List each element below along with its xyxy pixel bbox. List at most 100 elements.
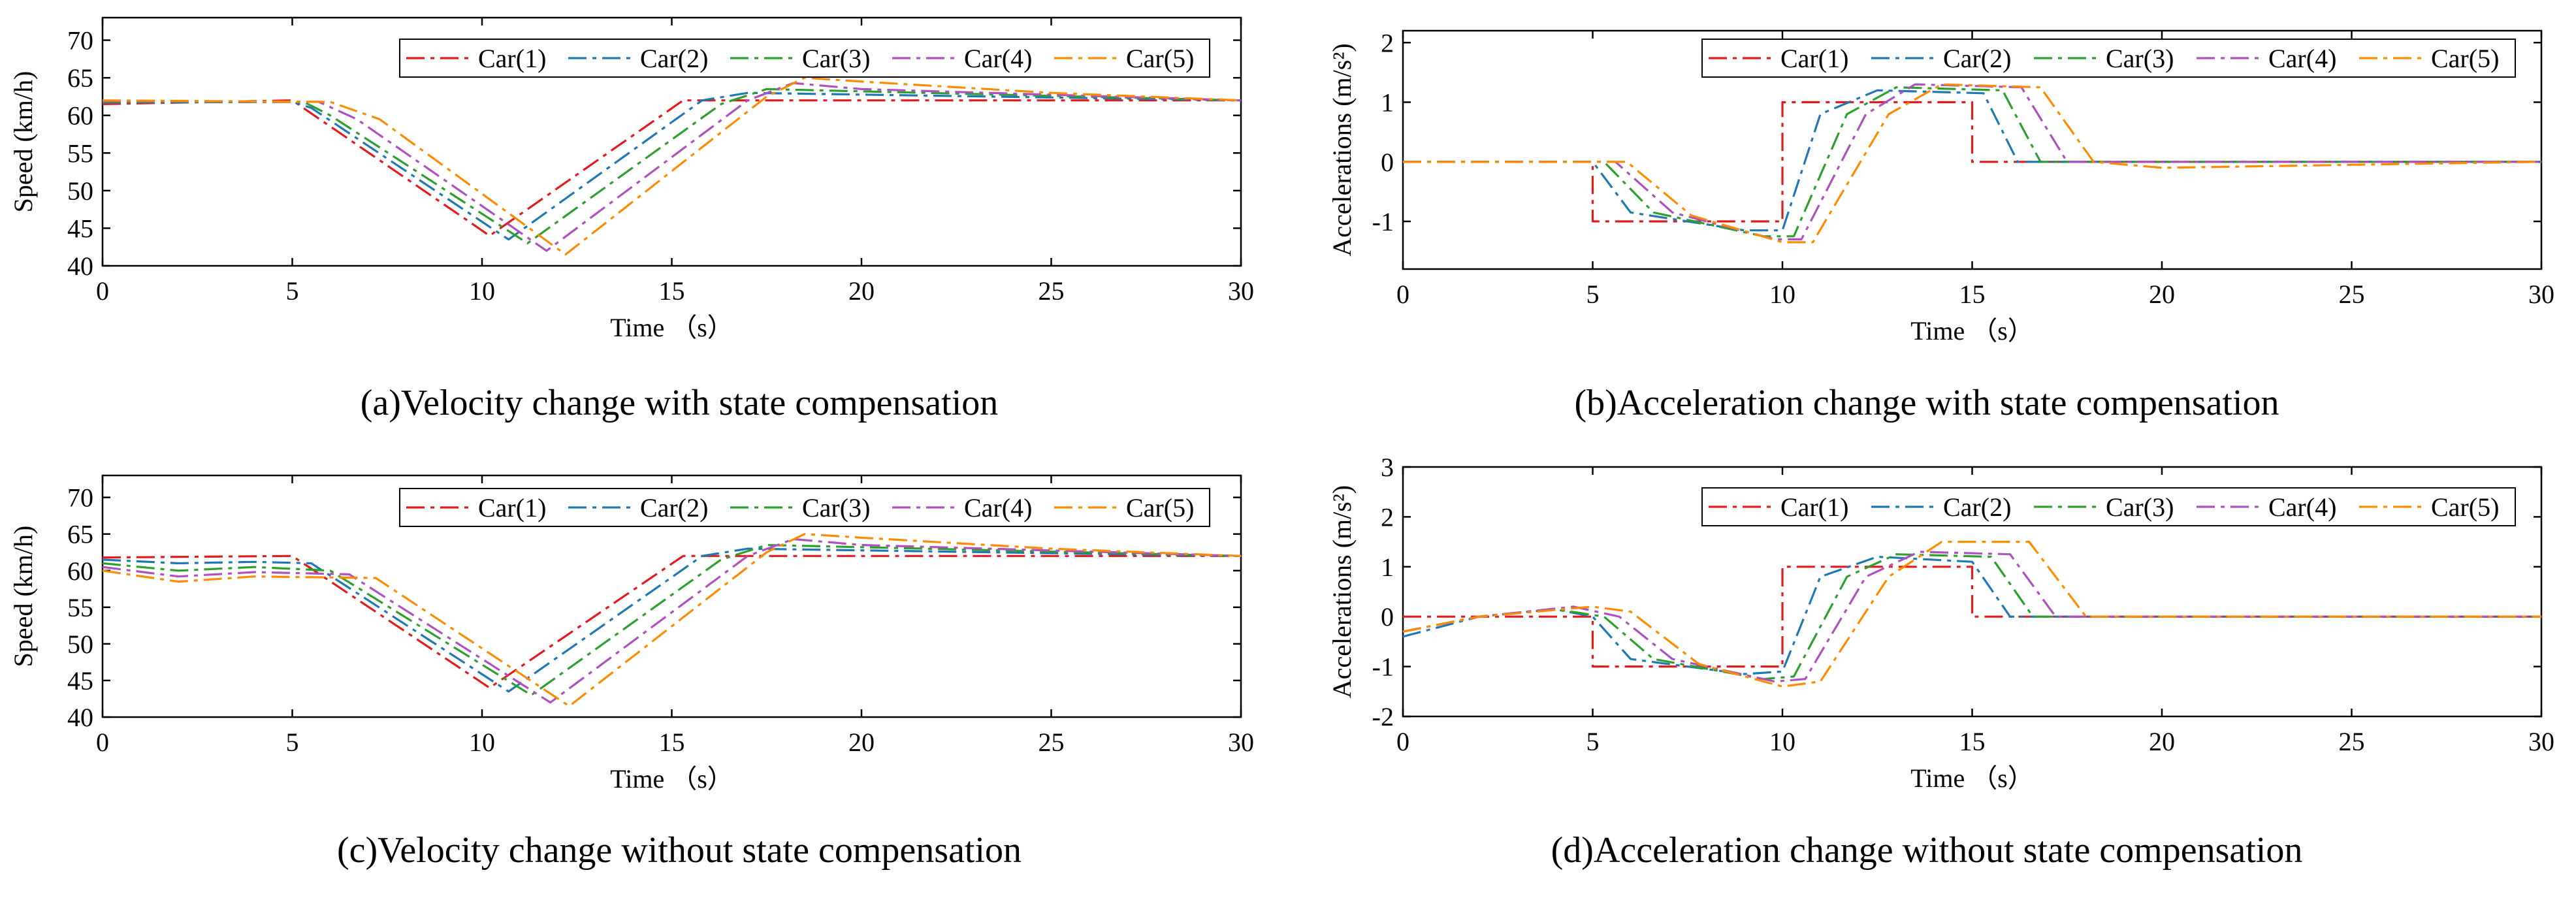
x-tick-label: 10 <box>469 276 495 306</box>
x-tick-label: 30 <box>1228 276 1254 306</box>
legend: Car(1) Car(2) Car(3) Car(4) Car(5) <box>1701 487 2516 526</box>
legend-box <box>399 39 1210 78</box>
y-tick-label: 2 <box>1381 28 1394 57</box>
x-tick-label: 15 <box>659 276 685 306</box>
x-tick-label: 15 <box>659 728 685 757</box>
x-tick-label: 30 <box>1228 728 1254 757</box>
series-line-car-1 <box>103 99 1241 237</box>
series-line-car-2 <box>103 91 1241 241</box>
x-tick-label: 25 <box>2339 727 2365 756</box>
y-tick-label: 40 <box>67 251 93 281</box>
x-tick-label: 0 <box>1396 727 1409 756</box>
y-tick-label: 40 <box>67 703 93 732</box>
legend-label-car-5: Car(5) <box>1126 44 1194 73</box>
x-tick-label: 20 <box>2149 727 2175 756</box>
series-line-car-2 <box>103 547 1241 693</box>
x-axis-label: Time （s） <box>610 313 733 342</box>
legend-label-car-5: Car(5) <box>1126 493 1194 522</box>
legend-label-car-2: Car(2) <box>1943 44 2011 73</box>
x-tick-label: 5 <box>286 276 299 306</box>
y-tick-label: -1 <box>1372 652 1394 682</box>
x-tick-label: 15 <box>1959 280 1986 309</box>
y-tick-label: 45 <box>67 666 93 696</box>
panel-caption: (c)Velocity change without state compens… <box>337 830 1022 871</box>
x-tick-label: 0 <box>96 276 109 306</box>
x-tick-label: 25 <box>1038 728 1065 757</box>
y-tick-label: 45 <box>67 214 93 243</box>
y-tick-label: 0 <box>1381 148 1394 177</box>
y-axis-label: Accelerations (m/s²) <box>1327 485 1357 698</box>
series-line-car-4 <box>1403 551 2541 683</box>
legend-label-car-5: Car(5) <box>2431 44 2499 73</box>
y-axis-label: Accelerations (m/s²) <box>1327 43 1357 256</box>
legend-label-car-1: Car(1) <box>1780 44 1848 73</box>
y-tick-label: 65 <box>67 520 93 549</box>
panel-caption: (b)Acceleration change with state compen… <box>1574 383 2279 423</box>
x-tick-label: 5 <box>1586 280 1600 309</box>
series-line-car-4 <box>103 537 1241 704</box>
series-line-car-5 <box>1403 83 2541 244</box>
x-tick-label: 20 <box>848 276 875 306</box>
y-tick-label: 65 <box>67 63 93 93</box>
legend-label-car-2: Car(2) <box>640 493 708 522</box>
y-tick-label: 70 <box>67 483 93 513</box>
legend-label-car-4: Car(4) <box>2268 492 2336 522</box>
legend-label-car-1: Car(1) <box>478 44 546 73</box>
legend-label-car-5: Car(5) <box>2431 492 2499 522</box>
x-tick-label: 30 <box>2528 280 2554 309</box>
x-axis-label: Time （s） <box>610 764 733 794</box>
legend-label-car-1: Car(1) <box>1780 492 1848 522</box>
y-tick-label: 60 <box>67 101 93 131</box>
panel-caption: (a)Velocity change with state compensati… <box>361 383 999 423</box>
series-line-car-1 <box>1403 101 2541 223</box>
series-line-car-3 <box>1403 86 2541 238</box>
x-tick-label: 10 <box>469 728 495 757</box>
y-tick-label: -2 <box>1372 702 1394 731</box>
y-axis-label: Speed (km/h) <box>8 526 38 667</box>
y-tick-label: 0 <box>1381 602 1394 632</box>
legend-box <box>1701 487 2516 526</box>
legend-label-car-4: Car(4) <box>964 493 1032 522</box>
legend-label-car-4: Car(4) <box>964 44 1032 73</box>
x-axis-label: Time （s） <box>1910 763 2034 793</box>
chart-panel-c: 0 5 10 15 20 25 30 40 45 50 55 60 65 70 Time （s） Speed … <box>8 474 1254 871</box>
x-tick-label: 10 <box>1769 280 1795 309</box>
x-tick-label: 10 <box>1769 727 1795 756</box>
x-tick-label: 30 <box>2528 727 2554 756</box>
y-tick-label: 3 <box>1381 453 1394 482</box>
legend-label-car-1: Car(1) <box>478 493 546 522</box>
chart-panel-a: 0 5 10 15 20 25 30 40 45 50 55 60 65 70 Time （s） Speed … <box>8 16 1254 423</box>
series-line-car-5 <box>1403 541 2541 688</box>
series-line-car-3 <box>103 543 1241 696</box>
x-tick-label: 25 <box>2339 280 2365 309</box>
x-tick-label: 0 <box>1396 280 1409 309</box>
series-line-car-1 <box>1403 566 2541 668</box>
series-line-car-3 <box>103 88 1241 245</box>
legend-label-car-3: Car(3) <box>802 44 870 73</box>
y-tick-label: 55 <box>67 593 93 622</box>
panel-caption: (d)Acceleration change without state com… <box>1551 830 2303 871</box>
y-tick-label: 55 <box>67 138 93 168</box>
legend: Car(1) Car(2) Car(3) Car(4) Car(5) <box>399 488 1210 527</box>
legend-label-car-4: Car(4) <box>2268 44 2336 73</box>
x-tick-label: 20 <box>2149 280 2175 309</box>
chart-panel-d: 0 5 10 15 20 25 30 -2 -1 0 1 2 3 Time （s） Acceleration… <box>1327 453 2554 871</box>
series-line-car-5 <box>103 533 1241 707</box>
legend-label-car-3: Car(3) <box>2106 492 2174 522</box>
y-tick-label: 50 <box>67 176 93 206</box>
chart-panel-b: 0 5 10 15 20 25 30 -1 0 1 2 Time （s） Accelerations (… <box>1327 28 2554 423</box>
legend-label-car-2: Car(2) <box>640 44 708 73</box>
x-tick-label: 20 <box>848 728 875 757</box>
y-tick-label: 60 <box>67 556 93 586</box>
y-tick-label: 50 <box>67 630 93 659</box>
legend-label-car-2: Car(2) <box>1943 492 2011 522</box>
series-line-car-1 <box>103 554 1241 689</box>
y-tick-label: -1 <box>1372 207 1394 236</box>
x-tick-label: 5 <box>286 728 299 757</box>
legend-label-car-3: Car(3) <box>802 493 870 522</box>
y-tick-label: 2 <box>1381 502 1394 532</box>
legend-box <box>1701 39 2516 78</box>
series-line-car-2 <box>1403 89 2541 232</box>
y-axis-label: Speed (km/h) <box>8 71 38 213</box>
